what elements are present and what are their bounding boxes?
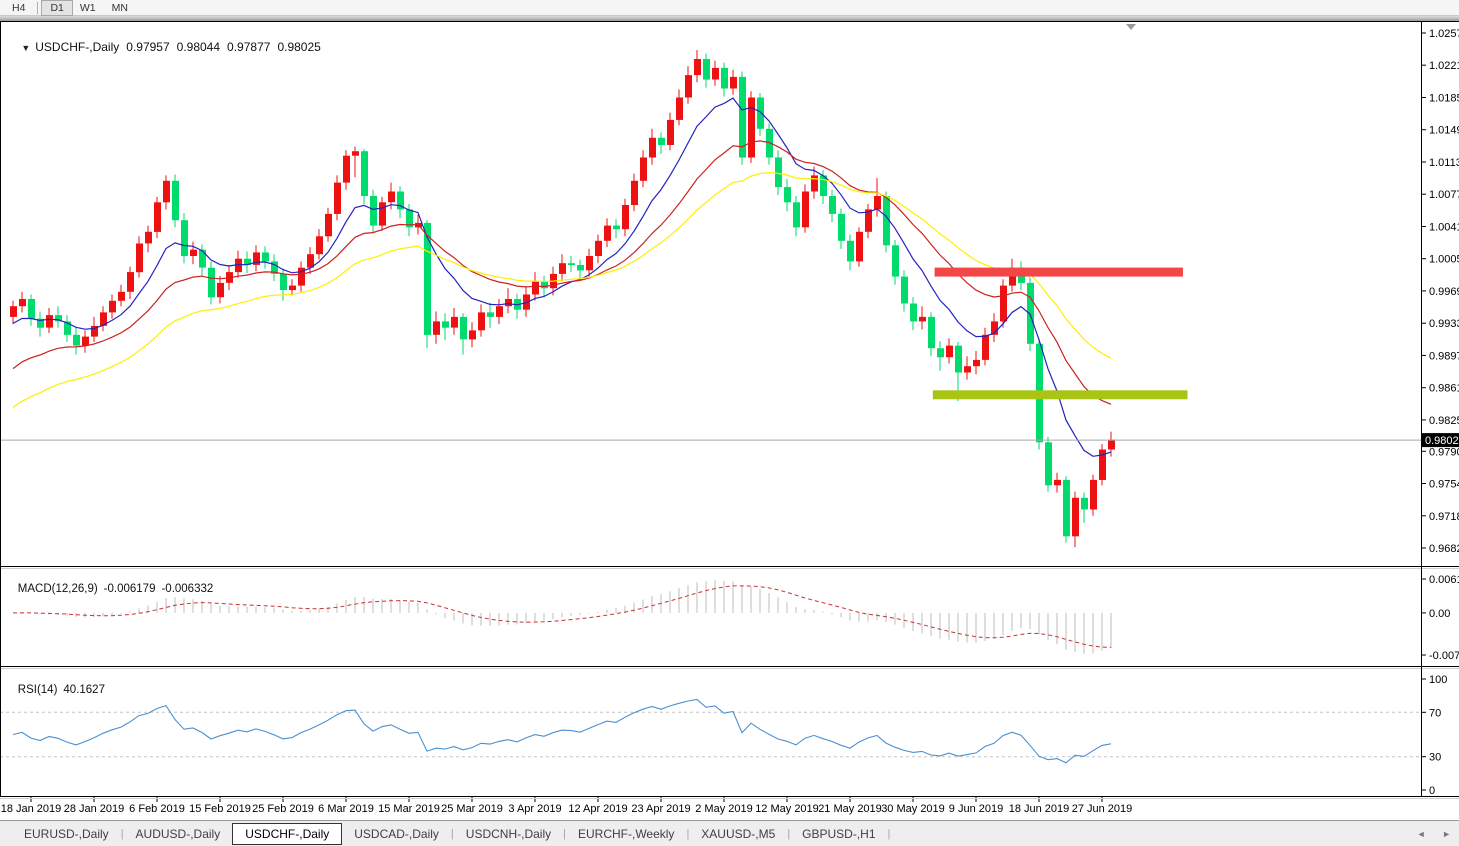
- current-price-marker: 0.98025: [0, 433, 1459, 448]
- svg-text:21 May 2019: 21 May 2019: [818, 803, 882, 815]
- window-splitter[interactable]: [0, 16, 1459, 21]
- ma-slow-line: [12, 171, 1112, 408]
- svg-text:0.97900: 0.97900: [1429, 446, 1459, 458]
- svg-text:2 May 2019: 2 May 2019: [695, 803, 752, 815]
- tab-scroll-left-button[interactable]: ◄: [1416, 829, 1426, 839]
- svg-text:0.98610: 0.98610: [1429, 383, 1459, 395]
- svg-text:0.98970: 0.98970: [1429, 350, 1459, 362]
- svg-text:0.00613: 0.00613: [1429, 574, 1459, 586]
- svg-text:30: 30: [1429, 752, 1441, 764]
- svg-text:15 Mar 2019: 15 Mar 2019: [378, 803, 440, 815]
- svg-text:6 Mar 2019: 6 Mar 2019: [318, 803, 374, 815]
- chart-tab-eurusd[interactable]: EURUSD-,Daily: [24, 826, 109, 841]
- rsi-indicator: 100 70 30 0: [0, 674, 1447, 797]
- ohlc-open: 0.97957: [126, 40, 170, 54]
- macd-main-value: -0.006179: [103, 583, 156, 595]
- svg-text:1.01490: 1.01490: [1429, 125, 1459, 137]
- svg-text:18 Jan 2019: 18 Jan 2019: [1, 803, 62, 815]
- chart-tab-xauusd[interactable]: XAUUSD-,M5: [701, 826, 776, 841]
- svg-text:0.98250: 0.98250: [1429, 415, 1459, 427]
- support-line[interactable]: [932, 390, 1188, 400]
- chart-tab-usdchf[interactable]: USDCHF-,Daily: [232, 822, 343, 845]
- timeframe-button-w1[interactable]: W1: [79, 1, 96, 14]
- timeframe-toolbar: H4 D1 W1 MN: [0, 0, 1459, 16]
- svg-text:0.99330: 0.99330: [1429, 318, 1459, 330]
- chart-tab-gbpusd[interactable]: GBPUSD-,H1: [802, 826, 876, 841]
- svg-text:100: 100: [1429, 674, 1447, 686]
- chart-tab-usdcnh[interactable]: USDCNH-,Daily: [465, 826, 552, 841]
- candlestick-series: [10, 50, 1115, 548]
- toolbar-separator: [37, 1, 39, 14]
- macd-signal-value: -0.006332: [161, 583, 214, 595]
- macd-label: MACD(12,26,9) -0.006179 -0.006332: [17, 583, 214, 595]
- svg-text:28 Jan 2019: 28 Jan 2019: [64, 803, 125, 815]
- tab-scroll-right-button[interactable]: ►: [1442, 829, 1451, 839]
- tab-separator: |: [787, 827, 791, 840]
- tab-separator: |: [686, 827, 690, 840]
- ma-fast-line: [12, 97, 1112, 457]
- svg-text:1.02570: 1.02570: [1429, 28, 1459, 40]
- svg-text:1.00410: 1.00410: [1429, 221, 1459, 233]
- tab-separator: |: [563, 827, 566, 840]
- svg-text:9 Jun 2019: 9 Jun 2019: [949, 803, 1003, 815]
- tab-separator: |: [450, 827, 454, 840]
- svg-text:25 Feb 2019: 25 Feb 2019: [252, 803, 314, 815]
- price-chart-canvas[interactable]: 0.98025 1.02570 1.02210 1.01850 1.01490 1.011…: [0, 21, 1459, 820]
- timeframe-button-d1[interactable]: D1: [41, 0, 73, 16]
- svg-text:-0.00761: -0.00761: [1429, 650, 1459, 662]
- svg-text:12 May 2019: 12 May 2019: [755, 803, 819, 815]
- panel-borders: [0, 21, 1459, 799]
- svg-text:0.97540: 0.97540: [1429, 479, 1459, 491]
- ohlc-high: 0.98044: [176, 40, 221, 54]
- svg-text:0.97180: 0.97180: [1429, 511, 1459, 523]
- ohlc-low: 0.97877: [227, 40, 271, 54]
- rsi-label: RSI(14) 40.1627: [17, 684, 105, 696]
- symbol-dropdown-icon[interactable]: ▼: [21, 43, 31, 53]
- svg-text:3 Apr 2019: 3 Apr 2019: [508, 803, 561, 815]
- svg-text:6 Feb 2019: 6 Feb 2019: [129, 803, 185, 815]
- tab-separator: |: [120, 827, 124, 840]
- svg-text:1.01850: 1.01850: [1429, 92, 1459, 104]
- svg-text:27 Jun 2019: 27 Jun 2019: [1072, 803, 1133, 815]
- ma-medium-line: [12, 140, 1112, 405]
- rsi-value: 40.1627: [63, 684, 105, 696]
- svg-text:0.98025: 0.98025: [1425, 435, 1459, 447]
- ohlc-close: 0.98025: [277, 40, 321, 54]
- date-axis: 18 Jan 2019 28 Jan 2019 6 Feb 2019 15 Feb 2…: [1, 797, 1133, 815]
- price-axis: 1.02570 1.02210 1.01850 1.01490 1.01130 1.007…: [1421, 28, 1459, 555]
- svg-text:1.02210: 1.02210: [1429, 60, 1459, 72]
- chart-tab-usdcad[interactable]: USDCAD-,Daily: [354, 826, 439, 841]
- macd-indicator: 0.00613 0.00 -0.00761: [12, 574, 1459, 662]
- resistance-line[interactable]: [934, 267, 1183, 277]
- svg-text:1.01130: 1.01130: [1429, 157, 1459, 169]
- chart-title: ▼ USDCHF-,Daily 0.97957 0.98044 0.97877 0.980…: [8, 26, 321, 68]
- svg-text:1.00050: 1.00050: [1429, 254, 1459, 266]
- timeframe-button-h4[interactable]: H4: [12, 1, 26, 14]
- svg-text:12 Apr 2019: 12 Apr 2019: [568, 803, 627, 815]
- tab-separator: |: [887, 827, 891, 840]
- timeframe-button-mn[interactable]: MN: [111, 1, 128, 14]
- svg-text:0.99690: 0.99690: [1429, 286, 1459, 298]
- tab-scroll-arrows: ◄ ►: [1403, 829, 1451, 839]
- chart-shift-marker-icon: [1126, 24, 1136, 30]
- svg-text:23 Apr 2019: 23 Apr 2019: [631, 803, 690, 815]
- svg-text:70: 70: [1429, 707, 1441, 719]
- svg-text:18 Jun 2019: 18 Jun 2019: [1009, 803, 1070, 815]
- chart-tab-bar: EURUSD-,Daily | AUDUSD-,Daily USDCHF-,Daily…: [0, 820, 1459, 846]
- chart-area: ▼ USDCHF-,Daily 0.97957 0.98044 0.97877 0.980…: [0, 21, 1459, 820]
- svg-text:0.00: 0.00: [1429, 608, 1450, 620]
- svg-text:30 May 2019: 30 May 2019: [881, 803, 945, 815]
- chart-tab-eurchf[interactable]: EURCHF-,Weekly: [577, 826, 675, 841]
- svg-text:0.96820: 0.96820: [1429, 543, 1459, 555]
- chart-tab-audusd[interactable]: AUDUSD-,Daily: [135, 826, 221, 841]
- svg-text:1.00770: 1.00770: [1429, 189, 1459, 201]
- svg-text:25 Mar 2019: 25 Mar 2019: [441, 803, 503, 815]
- svg-text:15 Feb 2019: 15 Feb 2019: [189, 803, 251, 815]
- svg-text:0: 0: [1429, 785, 1435, 797]
- chart-symbol-label: USDCHF-,Daily: [35, 40, 120, 54]
